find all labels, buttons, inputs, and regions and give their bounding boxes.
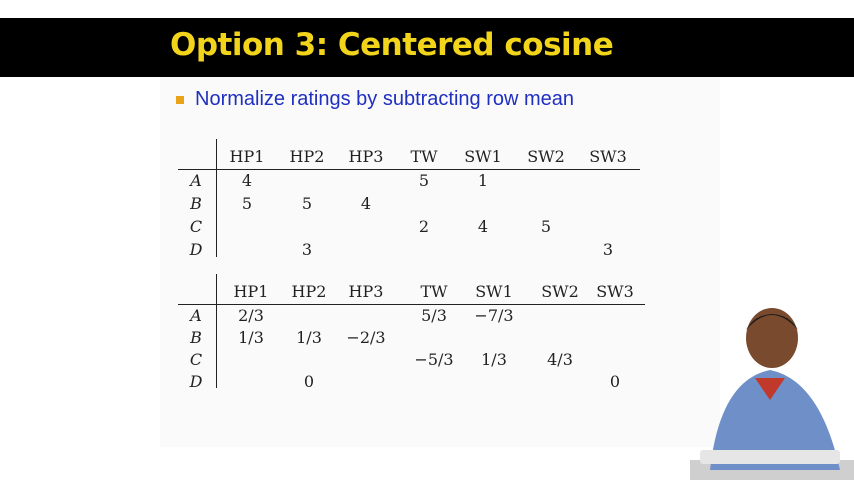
column-header: HP3 [348,282,384,301]
column-header: SW3 [596,282,634,301]
table-cell: 1/3 [238,328,264,347]
table-cell: 1/3 [296,328,322,347]
column-header: SW2 [527,147,565,166]
table-cell: 2 [418,217,430,236]
header-divider [178,169,640,170]
table-cell: 1 [477,171,489,190]
title-bar [0,18,854,77]
presenter-shirt [710,370,840,470]
table-cell: −7/3 [474,306,514,325]
bullet-marker [176,96,184,104]
table-cell: 5 [301,194,313,213]
table-cell: 5 [241,194,253,213]
column-header: HP1 [229,147,265,166]
column-header: TW [410,147,438,166]
row-divider [216,139,217,257]
table-cell: 4/3 [547,350,573,369]
table-cell: 3 [301,240,313,259]
table-cell: 0 [303,372,315,391]
row-label: A [190,306,202,325]
slide-title: Option 3: Centered cosine [170,27,614,63]
column-header: SW2 [541,282,579,301]
column-header: SW3 [589,147,627,166]
column-header: TW [420,282,448,301]
table-cell: −5/3 [414,350,454,369]
row-label: B [190,328,202,347]
presenter-head [746,308,798,368]
presenter-video [690,308,854,480]
table-cell: 4 [477,217,489,236]
row-label: B [190,194,202,213]
table-cell: 3 [602,240,614,259]
column-header: HP3 [348,147,384,166]
header-divider [178,304,645,305]
table-cell: 0 [609,372,621,391]
row-label: D [189,372,203,391]
table-cell: 4 [241,171,253,190]
column-header: SW1 [464,147,502,166]
table-cell: −2/3 [346,328,386,347]
column-header: HP2 [289,147,325,166]
presenter-hair [746,314,798,330]
presenter-collar [755,378,785,400]
table-cell: 5 [418,171,430,190]
table-cell: 1/3 [481,350,507,369]
table-cell: 4 [360,194,372,213]
table-cell: 5/3 [421,306,447,325]
slide-body [160,77,720,447]
row-label: A [190,171,202,190]
row-label: C [189,350,203,369]
top-strip [0,0,854,18]
row-label: D [189,240,203,259]
table-cell: 2/3 [238,306,264,325]
tablet [700,450,840,464]
bullet-text: Normalize ratings by subtracting row mea… [195,88,575,110]
table-cell: 5 [540,217,552,236]
row-label: C [189,217,203,236]
column-header: HP1 [233,282,269,301]
column-header: HP2 [291,282,327,301]
column-header: SW1 [475,282,513,301]
row-divider [216,274,217,388]
